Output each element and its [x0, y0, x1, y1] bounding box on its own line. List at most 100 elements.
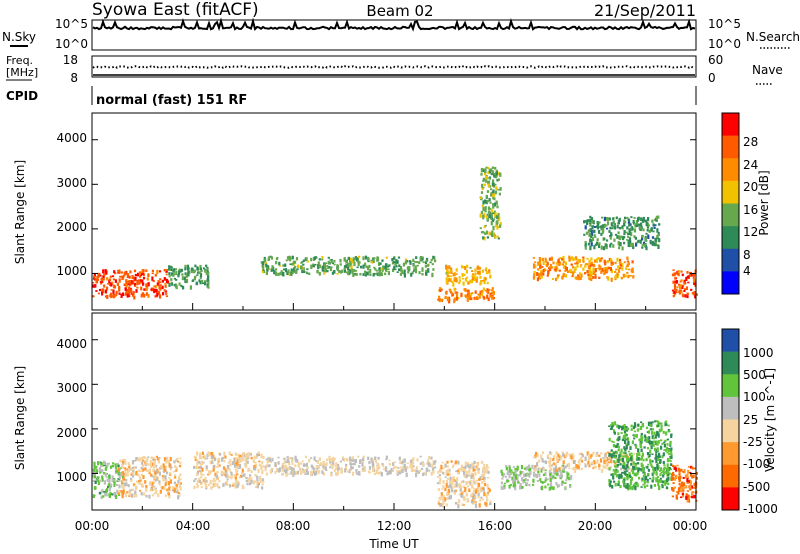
heatmap-cell [686, 490, 689, 492]
heatmap-cell [302, 463, 306, 467]
heatmap-cell [238, 476, 241, 479]
heatmap-cell [605, 243, 608, 247]
heatmap-cell [488, 289, 491, 291]
heatmap-cell [606, 467, 609, 470]
heatmap-cell [621, 457, 625, 462]
heatmap-cell [610, 269, 613, 274]
heatmap-cell [445, 271, 448, 275]
heatmap-cell [352, 273, 355, 277]
heatmap-cell [104, 472, 107, 477]
heatmap-cell [370, 259, 373, 263]
heatmap-cell [639, 426, 643, 430]
heatmap-cell [505, 465, 508, 468]
heatmap-cell [580, 264, 583, 266]
heatmap-cell [156, 282, 159, 286]
heatmap-cell [691, 475, 694, 479]
heatmap-cell [621, 267, 624, 271]
heatmap-cell [648, 436, 651, 440]
heatmap-cell [102, 269, 105, 274]
heatmap-cell [376, 466, 379, 471]
heatmap-cell [662, 430, 665, 434]
heatmap-cell [560, 466, 564, 468]
heatmap-cell [608, 258, 611, 262]
heatmap-cell [134, 284, 137, 287]
heatmap-cell [652, 470, 655, 475]
heatmap-cell [109, 483, 112, 487]
heatmap-cell [549, 471, 552, 477]
heatmap-cell [129, 270, 132, 274]
heatmap-cell [201, 279, 204, 284]
heatmap-cell [586, 219, 589, 222]
heatmap-cell [693, 291, 697, 296]
heatmap-cell [349, 460, 352, 463]
heatmap-cell [199, 276, 202, 279]
heatmap-cell [480, 280, 483, 285]
heatmap-cell [470, 493, 473, 497]
heatmap-cell [492, 182, 495, 186]
heatmap-cell [624, 432, 627, 438]
heatmap-cell [392, 268, 395, 272]
heatmap-cell [197, 268, 200, 270]
heatmap-cell [659, 473, 662, 476]
heatmap-cell [542, 261, 545, 265]
heatmap-cell [455, 273, 458, 275]
heatmap-cell [598, 225, 602, 229]
heatmap-cell [686, 498, 689, 503]
heatmap-cell [628, 472, 631, 477]
heatmap-cell [482, 200, 485, 205]
heatmap-cell [497, 178, 500, 181]
heatmap-cell [584, 464, 587, 468]
heatmap-cell [250, 480, 253, 485]
heatmap-cell [105, 465, 108, 469]
heatmap-cell [544, 460, 547, 465]
heatmap-cell [646, 481, 649, 483]
heatmap-cell [587, 242, 590, 246]
heatmap-cell [179, 461, 182, 464]
freq-label: Freq. [6, 54, 33, 67]
heatmap-cell [487, 487, 490, 490]
heatmap-cell [199, 466, 202, 469]
heatmap-cell [147, 273, 150, 278]
heatmap-cell [683, 482, 686, 487]
heatmap-cell [627, 221, 630, 224]
heatmap-cell [488, 180, 491, 185]
heatmap-cell [666, 463, 669, 468]
heatmap-cell [617, 269, 621, 273]
heatmap-cell [287, 269, 290, 273]
heatmap-cell [411, 271, 414, 275]
heatmap-cell [166, 488, 169, 492]
heatmap-cell [474, 472, 477, 476]
heatmap-cell [150, 473, 153, 477]
heatmap-cell [200, 472, 203, 476]
heatmap-cell [622, 461, 625, 466]
heatmap-cell [403, 463, 406, 468]
heatmap-cell [523, 479, 526, 483]
heatmap-cell [638, 476, 641, 480]
heatmap-cell [656, 447, 659, 452]
heatmap-cell [654, 224, 657, 227]
heatmap-cell [207, 271, 210, 275]
heatmap-cell [542, 460, 545, 463]
heatmap-cell [379, 471, 382, 475]
heatmap-cell [362, 256, 365, 261]
heatmap-cell [618, 474, 621, 480]
heatmap-cell [483, 178, 486, 182]
heatmap-cell [196, 451, 199, 456]
heatmap-cell [492, 212, 495, 215]
heatmap-cell [659, 479, 662, 483]
heatmap-cell [327, 256, 330, 259]
heatmap-cell [671, 273, 675, 277]
heatmap-cell [536, 272, 539, 276]
heatmap-cell [395, 259, 398, 264]
heatmap-cell [472, 502, 475, 505]
heatmap-cell [630, 428, 633, 431]
heatmap-cell [330, 463, 333, 466]
heatmap-cell [617, 483, 620, 486]
heatmap-cell [196, 266, 199, 271]
heatmap-cell [187, 273, 190, 277]
heatmap-cell [462, 503, 465, 506]
heatmap-cell [245, 457, 248, 461]
heatmap-cell [681, 293, 684, 298]
heatmap-cell [202, 456, 205, 458]
heatmap-cell [485, 499, 488, 502]
